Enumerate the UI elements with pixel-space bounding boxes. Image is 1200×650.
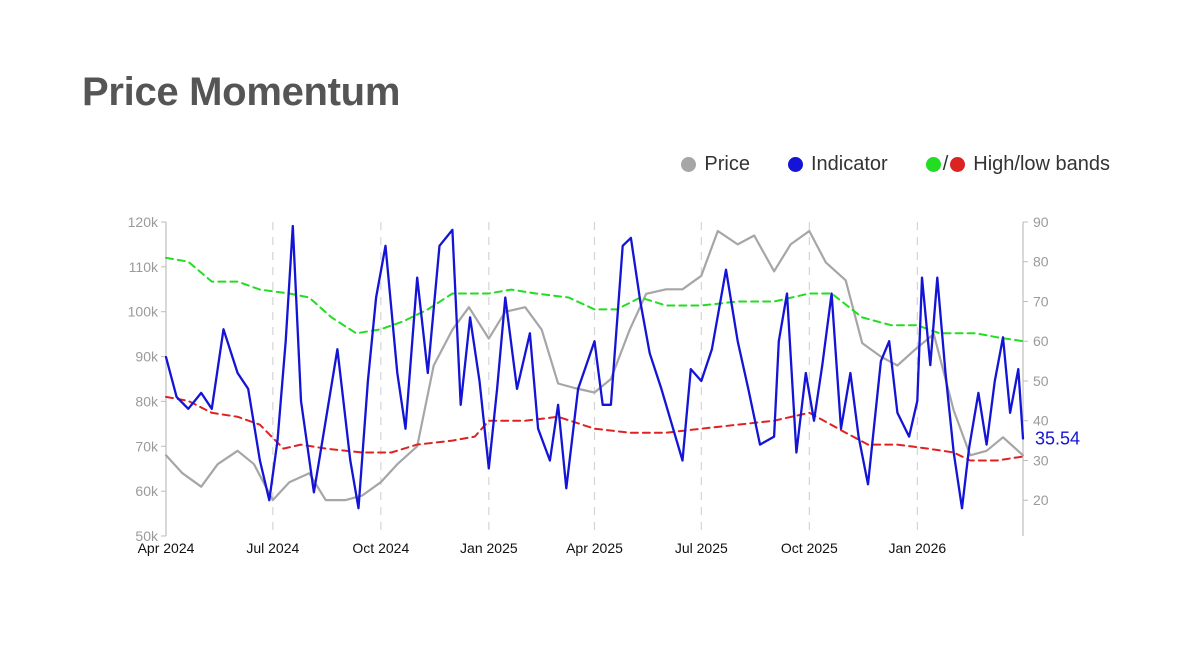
x-axis-tick-label: Apr 2024 [138, 540, 195, 556]
chart-legend: Price Indicator / High/low bands [681, 153, 1110, 176]
x-axis-tick-label: Jan 2025 [460, 540, 518, 556]
right-axis-tick-label: 60 [1033, 333, 1049, 349]
right-axis-tick-label: 70 [1033, 293, 1049, 309]
page-title: Price Momentum [82, 70, 401, 114]
left-axis-tick-label: 100k [128, 304, 159, 320]
left-axis-tick-label: 50k [135, 528, 159, 544]
legend-bands-separator: / [942, 153, 949, 175]
left-axis-tick-label: 120k [128, 214, 159, 230]
indicator-legend-dot-icon [787, 157, 803, 172]
right-axis-tick-label: 20 [1033, 492, 1049, 508]
legend-item-price[interactable]: Price [681, 153, 750, 176]
legend-item-indicator[interactable]: Indicator [787, 153, 888, 176]
x-axis-tick-label: Oct 2024 [352, 540, 409, 556]
x-axis-tick-label: Jul 2024 [246, 540, 299, 556]
right-axis-tick-label: 90 [1033, 214, 1049, 230]
low-band-legend-dot-icon [950, 157, 966, 172]
right-axis-tick-label: 30 [1033, 452, 1049, 468]
x-axis-tick-label: Apr 2025 [566, 540, 623, 556]
legend-item-bands[interactable]: / High/low bands [925, 153, 1110, 176]
left-axis-tick-label: 70k [135, 438, 159, 454]
high-band-legend-dot-icon [925, 157, 941, 172]
legend-label-indicator: Indicator [810, 153, 888, 175]
right-axis-tick-label: 40 [1033, 413, 1049, 429]
left-axis-tick-label: 90k [135, 349, 159, 365]
x-axis-tick-label: Jul 2025 [675, 540, 728, 556]
left-axis-tick-label: 60k [135, 483, 159, 499]
right-axis-tick-label: 80 [1033, 254, 1049, 270]
right-axis-tick-label: 50 [1033, 373, 1049, 389]
left-axis-tick-label: 80k [135, 393, 159, 409]
x-axis-tick-label: Oct 2025 [781, 540, 838, 556]
price-legend-dot-icon [681, 157, 697, 172]
indicator-series-line [164, 224, 1025, 510]
x-axis-tick-label: Jan 2026 [889, 540, 947, 556]
price-series-line [164, 229, 1025, 502]
legend-label-bands: High/low bands [973, 153, 1110, 175]
left-axis-tick-label: 110k [129, 259, 159, 275]
low-band-series-line [165, 395, 1024, 462]
legend-label-price: Price [704, 153, 750, 175]
indicator-last-value-label: 35.54 [1035, 428, 1080, 448]
